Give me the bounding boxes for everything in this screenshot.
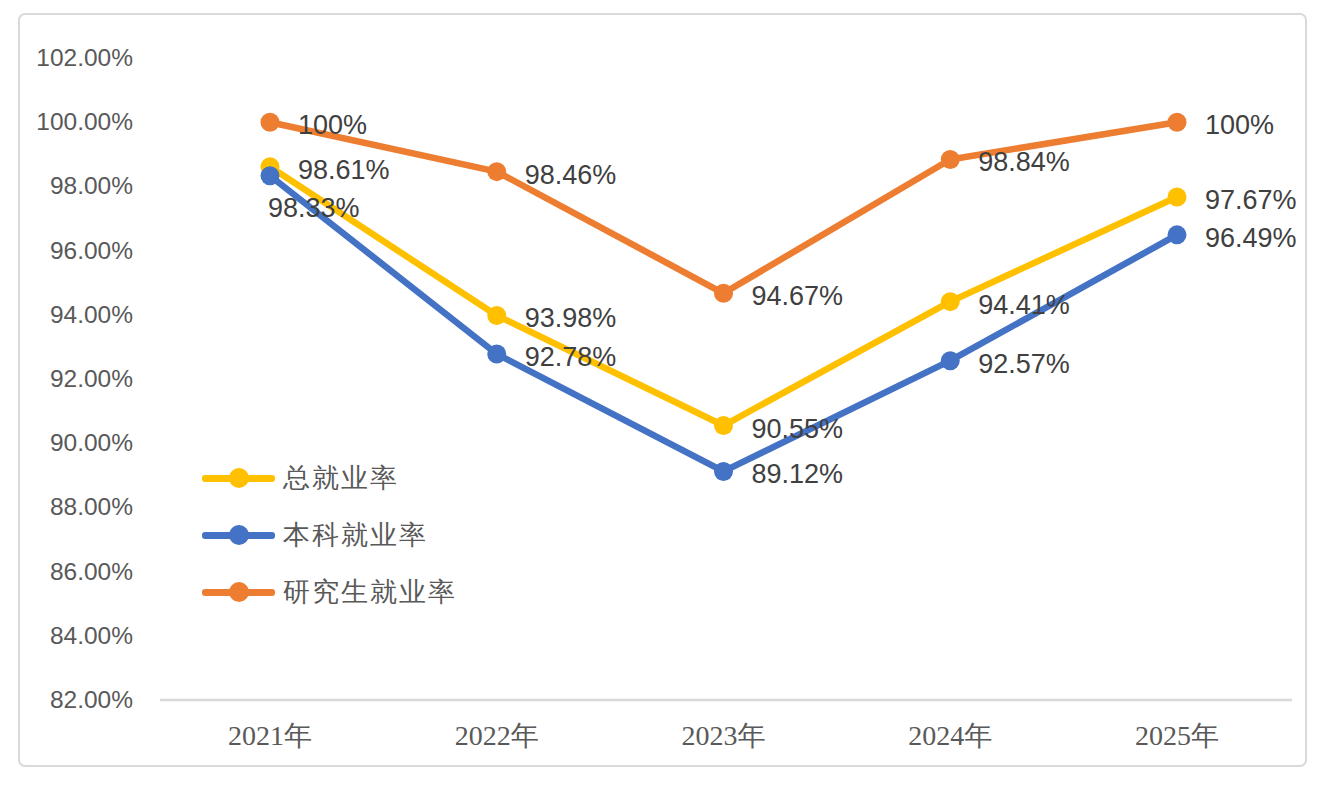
x-tick-label: 2024年 <box>908 717 992 755</box>
data-label-本科就业率: 96.49% <box>1205 222 1297 253</box>
x-tick-label: 2023年 <box>682 717 766 755</box>
legend-label: 研究生就业率 <box>283 574 457 610</box>
data-point-marker <box>1168 225 1187 244</box>
y-axis: 102.00% 100.00% 98.00% 96.00% 94.00% 92.00% 90… <box>0 0 133 786</box>
data-label-总就业率: 98.61% <box>298 154 390 185</box>
y-tick-label: 98.00% <box>50 172 133 200</box>
data-label-总就业率: 97.67% <box>1205 184 1297 215</box>
data-label-总就业率: 90.55% <box>752 413 844 444</box>
legend-dot-icon <box>229 582 249 602</box>
legend-dot-icon <box>229 525 249 545</box>
data-label-研究生就业率: 100% <box>1205 110 1274 141</box>
y-tick-label: 94.00% <box>50 301 133 329</box>
data-label-总就业率: 94.41% <box>978 289 1070 320</box>
employment-rate-line-chart: 102.00% 100.00% 98.00% 96.00% 94.00% 92.00% 90… <box>0 0 1322 786</box>
x-tick-label: 2022年 <box>455 717 539 755</box>
y-tick-label: 82.00% <box>50 686 133 714</box>
legend-entry-总就业率: 总就业率 <box>202 460 399 496</box>
data-point-marker <box>487 162 506 181</box>
data-point-marker <box>941 292 960 311</box>
x-tick-label: 2025年 <box>1135 717 1219 755</box>
y-tick-label: 100.00% <box>36 108 133 136</box>
plot-area <box>0 0 1322 786</box>
data-point-marker <box>487 306 506 325</box>
y-tick-label: 96.00% <box>50 237 133 265</box>
legend-line-marker-icon <box>202 475 275 482</box>
y-tick-label: 86.00% <box>50 558 133 586</box>
y-tick-label: 102.00% <box>36 44 133 72</box>
legend-label: 总就业率 <box>283 460 399 496</box>
data-point-marker <box>261 113 280 132</box>
data-point-marker <box>714 416 733 435</box>
legend-line-marker-icon <box>202 532 275 539</box>
data-point-marker <box>1168 187 1187 206</box>
legend-dot-icon <box>229 468 249 488</box>
data-label-研究生就业率: 98.84% <box>978 147 1070 178</box>
data-point-marker <box>714 284 733 303</box>
data-point-marker <box>261 166 280 185</box>
data-point-marker <box>941 150 960 169</box>
legend-line-marker-icon <box>202 589 275 596</box>
data-label-本科就业率: 92.78% <box>525 341 617 372</box>
x-tick-label: 2021年 <box>228 717 312 755</box>
y-tick-label: 84.00% <box>50 622 133 650</box>
data-label-本科就业率: 89.12% <box>752 459 844 490</box>
data-label-本科就业率: 92.57% <box>978 348 1070 379</box>
legend-entry-研究生就业率: 研究生就业率 <box>202 574 457 610</box>
data-point-marker <box>714 462 733 481</box>
data-label-研究生就业率: 98.46% <box>525 159 617 190</box>
legend-label: 本科就业率 <box>283 517 428 553</box>
y-tick-label: 92.00% <box>50 365 133 393</box>
data-label-总就业率: 93.98% <box>525 303 617 334</box>
data-label-本科就业率: 98.33% <box>268 192 360 223</box>
data-label-研究生就业率: 94.67% <box>752 281 844 312</box>
y-tick-label: 88.00% <box>50 493 133 521</box>
data-point-marker <box>487 344 506 363</box>
data-point-marker <box>1168 113 1187 132</box>
legend-entry-本科就业率: 本科就业率 <box>202 517 428 553</box>
data-point-marker <box>941 351 960 370</box>
y-tick-label: 90.00% <box>50 429 133 457</box>
data-label-研究生就业率: 100% <box>298 110 367 141</box>
